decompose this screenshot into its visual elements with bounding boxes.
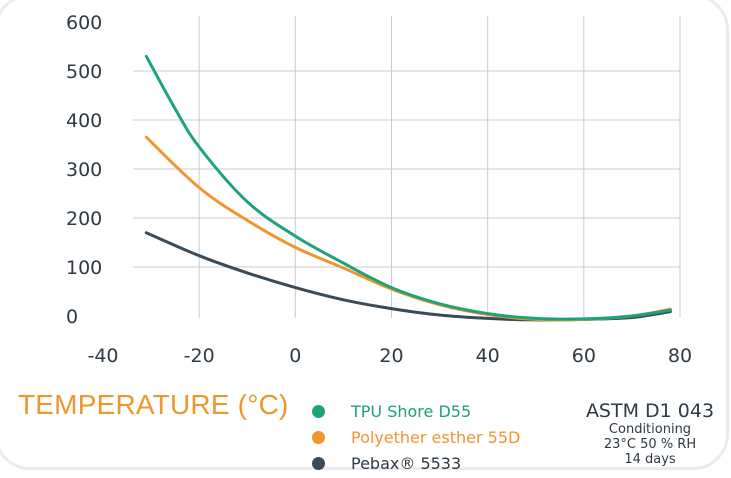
- legend-label: Pebax® 5533: [351, 453, 462, 473]
- y-tick-label: 300: [66, 159, 102, 181]
- grid: [133, 16, 681, 318]
- x-tick-label: 20: [379, 345, 403, 367]
- y-tick-label: 500: [66, 61, 102, 83]
- x-tick-label: 0: [289, 345, 301, 367]
- series-lines: [144, 54, 672, 322]
- test-standard-note: ASTM D1 043 Conditioning 23°C 50 % RH 14…: [582, 400, 718, 467]
- y-tick-label: 200: [66, 208, 102, 230]
- series-line-2: [144, 231, 672, 322]
- legend-item-tpu: TPU Shore D55: [312, 398, 520, 424]
- x-tick-label: -40: [87, 345, 118, 367]
- standard-condition-line: 14 days: [624, 452, 676, 467]
- standard-title: ASTM D1 043: [585, 400, 715, 422]
- legend-label: Polyether esther 55D: [351, 427, 521, 447]
- legend-item-pebax: Pebax® 5533: [312, 450, 520, 476]
- legend-marker-icon: [312, 404, 325, 418]
- y-axis-ticks: 0 100 200 300 400 500 600: [66, 12, 102, 328]
- x-tick-label: 60: [572, 345, 596, 367]
- legend-label: TPU Shore D55: [351, 401, 472, 421]
- x-tick-label: 40: [476, 345, 500, 367]
- legend-marker-icon: [312, 430, 325, 444]
- y-tick-label: 100: [66, 257, 102, 279]
- y-tick-label: 600: [66, 12, 102, 34]
- x-axis-label: TEMPERATURE (°C): [18, 389, 289, 420]
- legend-marker-icon: [312, 456, 325, 470]
- y-tick-label: 400: [66, 110, 102, 132]
- legend-item-polyether: Polyether esther 55D: [312, 424, 520, 450]
- x-tick-label: 80: [668, 345, 692, 367]
- legend: TPU Shore D55 Polyether esther 55D Pebax…: [312, 398, 520, 476]
- x-axis-ticks: -40 -20 0 20 40 60 80: [87, 345, 692, 367]
- line-chart: 0 100 200 300 400 500 600 -40 -20 0 20 40 60 80: [66, 12, 692, 367]
- series-line-0: [144, 54, 672, 321]
- standard-condition-line: Conditioning: [608, 422, 692, 437]
- x-tick-label: -20: [184, 345, 215, 367]
- standard-condition-line: 23°C 50 % RH: [603, 437, 697, 452]
- y-tick-label: 0: [66, 306, 78, 328]
